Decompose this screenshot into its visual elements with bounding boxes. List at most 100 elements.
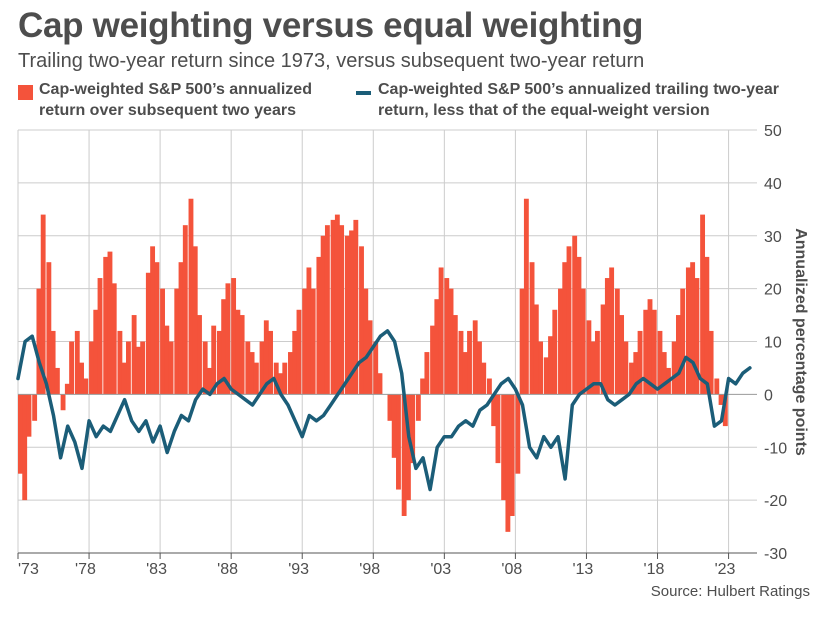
bar <box>344 235 350 395</box>
x-tick-label: '98 <box>359 561 380 578</box>
y-tick-label: -20 <box>764 493 787 510</box>
bar <box>60 394 66 411</box>
bar <box>93 309 99 395</box>
bar <box>538 341 544 395</box>
bar <box>126 341 131 395</box>
bar <box>420 378 426 395</box>
bar <box>197 315 202 395</box>
bar <box>651 309 657 395</box>
bar <box>438 267 444 395</box>
bar <box>391 394 397 458</box>
x-tick-label: '78 <box>75 561 96 578</box>
bar <box>103 256 109 395</box>
bar <box>154 262 160 395</box>
x-tick-label: '23 <box>715 561 736 578</box>
bar <box>46 262 52 395</box>
bar <box>410 394 416 464</box>
bar <box>675 315 681 395</box>
bar <box>306 267 312 395</box>
bar <box>415 394 421 421</box>
bar <box>310 288 316 395</box>
bar <box>609 267 615 395</box>
page-subtitle: Trailing two-year return since 1973, ver… <box>18 50 645 72</box>
bar <box>467 330 472 395</box>
bar <box>363 288 369 395</box>
bar <box>89 341 94 395</box>
bar <box>444 278 450 395</box>
bar <box>97 278 103 395</box>
bar <box>424 352 430 395</box>
bar <box>273 362 279 395</box>
x-tick-label: '08 <box>501 561 522 578</box>
bar <box>79 362 84 395</box>
x-tick-label: '18 <box>644 561 665 578</box>
bar <box>259 341 265 395</box>
bar <box>69 341 75 395</box>
bar <box>296 309 302 395</box>
y-tick-label: -10 <box>764 440 787 457</box>
bar <box>481 362 487 395</box>
bar <box>452 315 458 395</box>
bar <box>580 288 586 395</box>
bar <box>320 235 326 395</box>
bar <box>349 230 354 395</box>
bar <box>562 262 568 395</box>
bar <box>387 394 393 421</box>
bar <box>377 373 383 395</box>
bar <box>160 288 165 395</box>
bar <box>486 378 492 395</box>
bar <box>288 352 293 395</box>
bar <box>263 320 269 395</box>
bar <box>164 325 170 395</box>
bar <box>657 330 663 395</box>
bar <box>671 341 677 395</box>
legend-bar-swatch <box>18 85 33 100</box>
line-series <box>16 329 752 492</box>
bar <box>359 246 364 395</box>
bar <box>334 214 340 395</box>
bar <box>600 304 606 395</box>
bar <box>22 394 28 501</box>
legend-bar-label: Cap-weighted S&P 500’s annualized return… <box>39 81 312 119</box>
bar <box>594 330 600 395</box>
bar <box>268 330 273 395</box>
bar <box>245 341 251 395</box>
bar <box>576 256 582 395</box>
bar-series <box>18 198 728 532</box>
bar <box>623 341 629 395</box>
bar <box>543 357 549 395</box>
bar <box>472 320 478 395</box>
bar <box>718 394 724 405</box>
bar <box>135 346 141 395</box>
bar <box>107 251 113 395</box>
bar <box>140 341 146 395</box>
bar <box>700 214 706 395</box>
bar <box>643 309 649 395</box>
bar <box>619 315 625 395</box>
bar <box>430 325 435 395</box>
bar <box>661 352 667 395</box>
bar <box>36 288 42 395</box>
x-tick-label: '03 <box>430 561 451 578</box>
bar <box>633 352 639 395</box>
bar <box>117 330 123 395</box>
bar <box>324 225 330 395</box>
bar <box>586 320 592 395</box>
bar <box>477 341 482 395</box>
y-tick-label: 50 <box>764 123 782 140</box>
y-tick-label: 40 <box>764 176 782 193</box>
y-tick-label: 10 <box>764 335 782 352</box>
legend-line-swatch <box>356 91 371 95</box>
source-note: Source: Hulbert Ratings <box>650 583 810 600</box>
bar <box>83 378 89 395</box>
x-tick-label: '93 <box>288 561 309 578</box>
x-axis-ticks: '73 '78 '83 '88 '93 '98 '03 '08 '13 '18 '23 <box>17 553 736 578</box>
bar <box>491 394 497 427</box>
bar <box>529 262 535 395</box>
bar <box>178 262 184 395</box>
bar <box>235 309 241 395</box>
bar <box>515 394 521 474</box>
bar <box>396 394 401 490</box>
y-tick-label: -30 <box>764 546 787 563</box>
bar <box>680 288 686 395</box>
